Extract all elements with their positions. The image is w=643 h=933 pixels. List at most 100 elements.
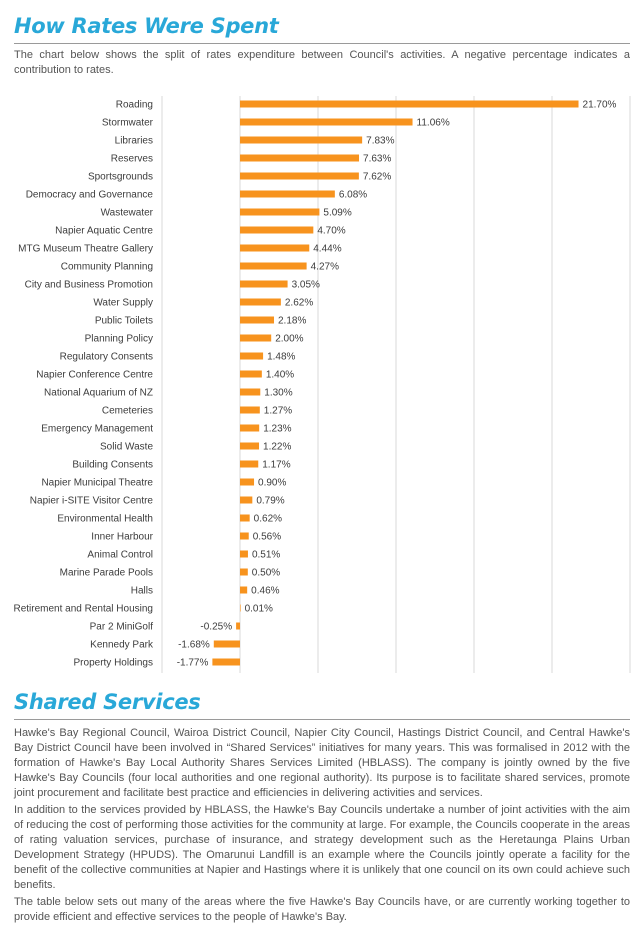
category-label-29: Par 2 MiniGolf [90,622,154,633]
value-label-4: 7.62% [363,172,391,183]
value-label-18: 1.23% [263,424,291,435]
bar-29 [236,622,240,630]
category-label-17: Cemeteries [102,406,153,417]
category-label-18: Emergency Management [41,424,153,435]
category-label-30: Kennedy Park [90,640,154,651]
category-label-15: Napier Conference Centre [36,370,153,381]
value-label-16: 1.30% [264,388,292,399]
section-title-rates: How Rates Were Spent [14,14,279,38]
category-label-31: Property Holdings [74,658,153,669]
value-label-26: 0.50% [252,568,280,579]
bar-25 [240,550,248,558]
value-label-11: 2.62% [285,298,313,309]
bar-19 [240,442,260,450]
value-label-0: 21.70% [583,100,617,111]
category-label-27: Halls [131,586,153,597]
value-label-8: 4.44% [313,244,341,255]
shared-services-rule [14,719,630,720]
value-label-3: 7.63% [363,154,391,165]
bar-4 [240,172,359,180]
category-label-21: Napier Municipal Theatre [41,478,153,489]
bar-23 [240,514,250,522]
value-label-21: 0.90% [258,478,286,489]
value-label-2: 7.83% [366,136,394,147]
shared-services-paragraph-1: Hawke's Bay Regional Council, Wairoa Dis… [14,727,630,799]
bar-14 [240,352,264,360]
value-label-9: 4.27% [311,262,339,273]
value-label-15: 1.40% [266,370,294,381]
bar-1 [240,118,413,126]
value-label-29: -0.25% [200,622,232,633]
value-label-13: 2.00% [275,334,303,345]
category-label-8: MTG Museum Theatre Gallery [18,244,153,255]
bar-12 [240,316,275,324]
category-label-10: City and Business Promotion [25,280,153,291]
chart-category-labels: Roading Stormwater Libraries Reserves Sports… [13,100,154,669]
bar-6 [240,208,320,216]
value-label-24: 0.56% [253,532,281,543]
category-label-1: Stormwater [102,118,154,129]
bar-8 [240,244,310,252]
category-label-6: Wastewater [101,208,154,219]
bar-15 [240,370,262,378]
category-label-9: Community Planning [61,262,153,273]
value-label-19: 1.22% [263,442,291,453]
bar-24 [240,532,249,540]
bar-3 [240,154,360,162]
category-label-3: Reserves [111,154,153,165]
section-title-shared-services: Shared Services [14,690,201,714]
category-label-25: Animal Control [87,550,153,561]
bar-16 [240,388,261,396]
value-label-7: 4.70% [317,226,345,237]
bar-30 [213,640,240,648]
category-label-23: Environmental Health [57,514,153,525]
value-label-17: 1.27% [264,406,292,417]
category-label-5: Democracy and Governance [26,190,154,201]
bar-2 [240,136,363,144]
value-label-23: 0.62% [254,514,282,525]
value-label-31: -1.77% [177,658,209,669]
bar-31 [212,658,240,666]
bar-26 [240,568,248,576]
category-label-19: Solid Waste [100,442,153,453]
bar-13 [240,334,272,342]
rates-bar-chart: Roading Stormwater Libraries Reserves Sports… [13,96,631,673]
chart-intro-text: The chart below shows the split of rates… [14,49,630,76]
bar-20 [240,460,259,468]
shared-services-paragraph-3: The table below sets out many of the are… [14,896,630,923]
bar-0 [240,100,579,108]
bar-9 [240,262,307,270]
value-label-27: 0.46% [251,586,279,597]
bar-18 [240,424,260,432]
category-label-20: Building Consents [72,460,153,471]
bar-21 [240,478,255,486]
value-label-5: 6.08% [339,190,367,201]
category-label-12: Public Toilets [95,316,153,327]
bar-7 [240,226,314,234]
value-label-22: 0.79% [256,496,284,507]
value-label-20: 1.17% [262,460,290,471]
value-label-14: 1.48% [267,352,295,363]
value-label-25: 0.51% [252,550,280,561]
value-label-1: 11.06% [417,118,450,129]
category-label-28: Retirement and Rental Housing [13,604,153,615]
bar-5 [240,190,335,198]
bar-22 [240,496,253,504]
category-label-13: Planning Policy [85,334,153,345]
chart-gridlines [161,96,631,673]
value-label-12: 2.18% [278,316,306,327]
category-label-14: Regulatory Consents [60,352,153,363]
category-label-4: Sportsgrounds [88,172,153,183]
category-label-24: Inner Harbour [91,532,153,543]
bar-17 [240,406,260,414]
category-label-26: Marine Parade Pools [60,568,153,579]
value-label-6: 5.09% [323,208,351,219]
category-label-11: Water Supply [93,298,153,309]
category-label-22: Napier i-SITE Visitor Centre [30,496,154,507]
value-label-28: 0.01% [245,604,273,615]
title-rule [14,43,630,44]
bar-10 [240,280,288,288]
chart-bars [212,100,579,666]
category-label-2: Libraries [115,136,153,147]
category-label-16: National Aquarium of NZ [44,388,153,399]
